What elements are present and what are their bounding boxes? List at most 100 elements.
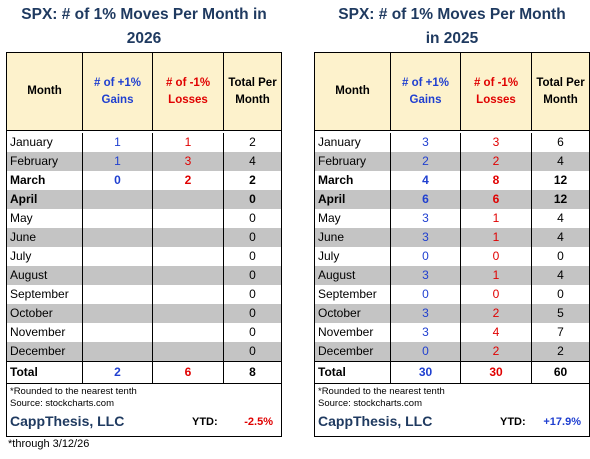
gains-cell: 2 — [391, 152, 461, 171]
ytd-label: YTD: — [192, 416, 218, 428]
gains-cell: 3 — [391, 209, 461, 228]
total-cell: 0 — [249, 268, 256, 282]
gains-cell — [83, 285, 153, 304]
table-row: October 3 2 5 — [315, 304, 589, 323]
table-row: January 3 3 6 — [315, 133, 589, 152]
losses-cell — [153, 228, 224, 247]
total-cell: 4 — [249, 154, 256, 168]
losses-cell: 0 — [461, 247, 532, 266]
gains-cell: 1 — [83, 133, 153, 152]
total-losses: 30 — [461, 362, 532, 383]
total-cell: 0 — [249, 230, 256, 244]
table-row: July 0 — [7, 247, 281, 266]
losses-cell — [153, 342, 224, 361]
gains-cell — [83, 228, 153, 247]
gains-cell: 3 — [391, 133, 461, 152]
total-cell: 12 — [553, 192, 568, 206]
total-cell: 4 — [557, 154, 564, 168]
losses-cell: 2 — [461, 304, 532, 323]
table-row: January 1 1 2 — [7, 133, 281, 152]
losses-cell — [153, 209, 224, 228]
losses-cell: 1 — [461, 209, 532, 228]
table-row: June 3 1 4 — [315, 228, 589, 247]
month-cell: December — [7, 342, 83, 361]
total-cell: 0 — [249, 211, 256, 225]
table-row: May 3 1 4 — [315, 209, 589, 228]
table-row: November 0 — [7, 323, 281, 342]
total-cell: 4 — [557, 211, 564, 225]
ytd-value: +17.9% — [543, 416, 581, 428]
table-row: October 0 — [7, 304, 281, 323]
month-cell: July — [315, 247, 391, 266]
gains-cell: 3 — [391, 304, 461, 323]
total-cell: 0 — [249, 192, 256, 206]
month-cell: November — [315, 323, 391, 342]
losses-cell — [153, 323, 224, 342]
month-cell: April — [7, 190, 83, 209]
total-cell: 2 — [249, 135, 256, 149]
header-gains: # of +1% Gains — [83, 53, 153, 130]
month-cell: July — [7, 247, 83, 266]
total-cell: 7 — [557, 325, 564, 339]
title-line-2: 2026 — [126, 30, 162, 47]
month-cell: February — [315, 152, 391, 171]
total-cell: 2 — [557, 344, 564, 358]
losses-cell — [153, 247, 224, 266]
losses-cell — [153, 304, 224, 323]
table-row: May 0 — [7, 209, 281, 228]
month-cell: May — [7, 209, 83, 228]
table-row: September 0 0 0 — [315, 285, 589, 304]
gains-cell: 0 — [391, 285, 461, 304]
losses-cell: 4 — [461, 323, 532, 342]
gains-cell: 0 — [391, 247, 461, 266]
total-label: Total — [7, 362, 83, 383]
total-gains: 30 — [391, 362, 461, 383]
gains-cell — [83, 209, 153, 228]
month-cell: August — [7, 266, 83, 285]
month-cell: May — [315, 209, 391, 228]
total-row: Total 30 30 60 — [315, 361, 589, 383]
moves-table: Month # of +1% Gains # of -1% Losses Tot… — [314, 52, 590, 437]
month-cell: January — [315, 133, 391, 152]
month-cell: June — [7, 228, 83, 247]
total-label: Total — [315, 362, 391, 383]
losses-cell: 2 — [461, 342, 532, 361]
ytd-label: YTD: — [500, 416, 526, 428]
table-body: January 3 3 6 February 2 2 4 March 4 8 12 April 6 6 12 M… — [315, 131, 589, 361]
gains-cell — [83, 190, 153, 209]
panel-title: SPX: # of 1% Moves Per Month in 2026 — [6, 0, 282, 52]
table-row: December 0 — [7, 342, 281, 361]
table-row: July 0 0 0 — [315, 247, 589, 266]
table-row: March 4 8 12 — [315, 171, 589, 190]
gains-cell: 0 — [391, 342, 461, 361]
table-body: January 1 1 2 February 1 3 4 March 0 2 2 April 0 May 0 J… — [7, 131, 281, 361]
panel-2026: SPX: # of 1% Moves Per Month in 2026 Mon… — [6, 0, 282, 437]
month-cell: March — [7, 171, 83, 190]
losses-cell: 1 — [461, 228, 532, 247]
gains-cell: 6 — [391, 190, 461, 209]
gains-cell: 1 — [83, 152, 153, 171]
losses-cell: 3 — [153, 152, 224, 171]
table-row: September 0 — [7, 285, 281, 304]
header-gains: # of +1% Gains — [391, 53, 461, 130]
panel-title: SPX: # of 1% Moves Per Month in 2025 — [314, 0, 590, 52]
total-cell: 6 — [557, 135, 564, 149]
total-cell: 0 — [249, 344, 256, 358]
source-note: Source: stockcharts.com — [318, 398, 423, 409]
table-row: February 1 3 4 — [7, 152, 281, 171]
gains-cell — [83, 304, 153, 323]
total-gains: 2 — [83, 362, 153, 383]
table-header: Month # of +1% Gains # of -1% Losses Tot… — [7, 53, 281, 131]
gains-cell: 0 — [83, 171, 153, 190]
month-cell: September — [7, 285, 83, 304]
table-row: April 0 — [7, 190, 281, 209]
table-row: November 3 4 7 — [315, 323, 589, 342]
gains-cell: 3 — [391, 266, 461, 285]
total-cell: 0 — [557, 287, 564, 301]
losses-cell — [153, 190, 224, 209]
losses-cell: 0 — [461, 285, 532, 304]
month-cell: August — [315, 266, 391, 285]
header-total: Total Per Month — [536, 76, 585, 106]
table-row: April 6 6 12 — [315, 190, 589, 209]
losses-cell: 1 — [153, 133, 224, 152]
